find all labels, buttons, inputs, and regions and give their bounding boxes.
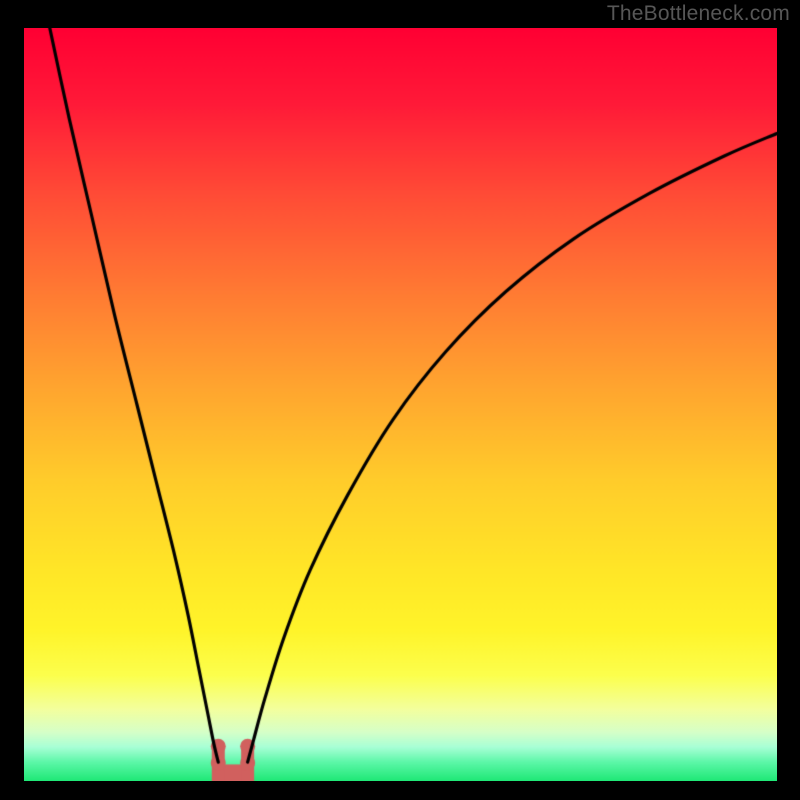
stage: TheBottleneck.com <box>0 0 800 800</box>
plot-frame <box>24 28 777 781</box>
bottleneck-curve-canvas <box>24 28 777 781</box>
watermark-text: TheBottleneck.com <box>607 2 790 26</box>
